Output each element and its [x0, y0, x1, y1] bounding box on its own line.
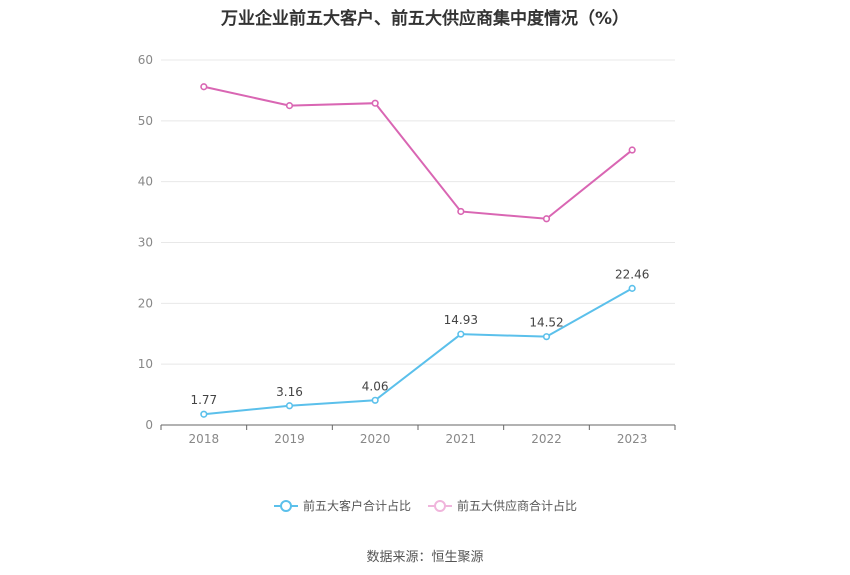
- legend-item-suppliers[interactable]: 前五大供应商合计占比: [427, 497, 577, 514]
- x-tick-label: 2018: [189, 432, 220, 446]
- y-tick-label: 50: [138, 114, 153, 128]
- x-tick-label: 2022: [531, 432, 562, 446]
- y-axis-ticks: 0 10 20 30 40 50 60: [138, 53, 153, 432]
- legend: 前五大客户合计占比 前五大供应商合计占比: [0, 497, 850, 514]
- data-point: [457, 330, 465, 338]
- data-point: [200, 83, 208, 91]
- y-tick-label: 0: [145, 418, 153, 432]
- data-point: [628, 284, 636, 292]
- data-point: [371, 396, 379, 404]
- data-point: [542, 333, 551, 341]
- y-tick-label: 30: [138, 236, 153, 250]
- grid-lines: [161, 59, 675, 365]
- y-tick-label: 10: [138, 357, 153, 371]
- series-layer: 1.77 3.16 4.06 14.93 14.52 22.46: [190, 83, 649, 418]
- data-point: [628, 146, 636, 154]
- series-line-1: [203, 85, 633, 220]
- y-tick-label: 60: [138, 53, 153, 67]
- source-text: 数据来源：恒生聚源: [366, 550, 484, 565]
- x-tick-label: 2021: [446, 432, 477, 446]
- data-label: 1.77: [190, 393, 217, 407]
- data-point: [200, 410, 208, 418]
- data-point: [457, 207, 465, 216]
- chart-title: 万业企业前五大客户、前五大供应商集中度情况（%）: [220, 9, 630, 29]
- data-point: [542, 215, 551, 223]
- data-point: [285, 102, 294, 110]
- x-tick-label: 2019: [274, 432, 305, 446]
- data-label: 3.16: [276, 385, 303, 399]
- y-tick-label: 20: [138, 296, 153, 310]
- legend-marker-customers-icon: [273, 499, 298, 512]
- x-axis: 2018 2019 2020 2021 2022 2023: [160, 424, 676, 446]
- series-line-0: [203, 287, 633, 416]
- legend-label-customers: 前五大客户合计占比: [302, 499, 411, 513]
- data-point: [371, 99, 379, 107]
- data-label: 22.46: [615, 267, 649, 281]
- data-label: 4.06: [362, 379, 389, 393]
- legend-label-suppliers: 前五大供应商合计占比: [457, 499, 578, 513]
- x-tick-label: 2023: [617, 432, 648, 446]
- data-label: 14.93: [444, 313, 478, 327]
- legend-item-customers[interactable]: 前五大客户合计占比: [273, 497, 411, 514]
- y-tick-label: 40: [138, 175, 153, 189]
- x-tick-label: 2020: [360, 432, 391, 446]
- legend-marker-suppliers-icon: [428, 499, 452, 512]
- data-point: [285, 402, 294, 410]
- data-label: 14.52: [529, 316, 563, 330]
